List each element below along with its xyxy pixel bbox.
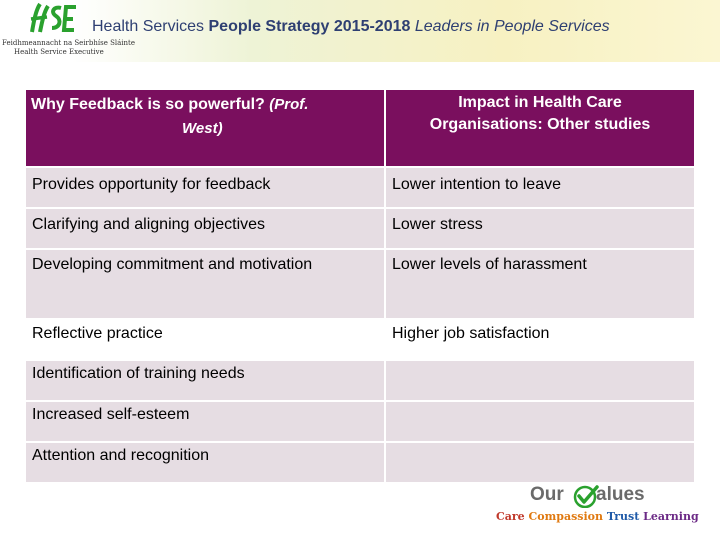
table-header-col2: Impact in Health Care Organisations: Oth… <box>386 90 694 166</box>
table-row-2-left: Clarifying and aligning objectives <box>26 209 384 248</box>
col2-header-line1: Impact in Health Care <box>458 94 622 111</box>
table-row-4-left: Reflective practice <box>26 320 384 359</box>
header-banner: Feidhmeannacht na Seirbhíse Sláinte Heal… <box>0 0 720 62</box>
table-row-3-right: Lower levels of harassment <box>386 250 694 318</box>
row-1-right-text: Lower intention to leave <box>392 176 561 193</box>
our-values-logo: Our alues <box>530 484 670 510</box>
row-7-left-text: Attention and recognition <box>32 447 210 464</box>
hse-english-name: Health Service Executive <box>14 48 104 56</box>
value-trust: Trust <box>606 510 640 523</box>
row-5-left-text: Identification of training needs <box>32 365 245 382</box>
banner-title-italic: Leaders in People Services <box>414 18 610 35</box>
col1-header-sub2: West) <box>182 120 223 137</box>
table-row-7-left: Attention and recognition <box>26 443 384 482</box>
feedback-table: Why Feedback is so powerful? (Prof. West… <box>26 90 694 482</box>
row-4-right-text: Higher job satisfaction <box>392 325 550 342</box>
value-learning: Learning <box>643 510 699 523</box>
hse-logo: Feidhmeannacht na Seirbhíse Sláinte Heal… <box>2 2 135 60</box>
table-row-1-left: Provides opportunity for feedback <box>26 168 384 207</box>
row-3-left-text: Developing commitment and motivation <box>32 256 313 273</box>
our-values-alues: alues <box>596 484 645 505</box>
table-row-4-right: Higher job satisfaction <box>386 320 694 359</box>
row-1-left-text: Provides opportunity for feedback <box>32 176 271 193</box>
table-row-3-left: Developing commitment and motivation <box>26 250 384 318</box>
table-row-5-right <box>386 361 694 400</box>
col1-header-main: Why Feedback is so powerful? <box>31 96 265 113</box>
col1-header-sub: (Prof. <box>269 96 309 113</box>
our-values-our: Our <box>530 484 564 505</box>
table-row-1-right: Lower intention to leave <box>386 168 694 207</box>
row-3-right-text: Lower levels of harassment <box>392 256 587 273</box>
hse-logo-icon <box>30 2 76 33</box>
table-row-6-right <box>386 402 694 441</box>
banner-title-prefix: Health Services <box>92 18 209 35</box>
row-6-left-text: Increased self-esteem <box>32 406 190 423</box>
table-row-6-left: Increased self-esteem <box>26 402 384 441</box>
values-words: Care Compassion Trust Learning <box>496 510 699 523</box>
value-care: Care <box>496 510 525 523</box>
row-2-left-text: Clarifying and aligning objectives <box>32 216 266 233</box>
row-4-left-text: Reflective practice <box>32 325 163 342</box>
table-row-2-right: Lower stress <box>386 209 694 248</box>
table-row-5-left: Identification of training needs <box>26 361 384 400</box>
check-circle-icon <box>573 485 599 508</box>
table-row-7-right <box>386 443 694 482</box>
banner-title-bold: People Strategy 2015-2018 <box>208 18 415 35</box>
table-header-col1: Why Feedback is so powerful? (Prof. West… <box>26 90 384 166</box>
value-compassion: Compassion <box>528 510 603 523</box>
col2-header-line2: Organisations: Other studies <box>429 116 651 133</box>
col1-header-line1: Why Feedback is so powerful? (Prof. <box>31 96 308 114</box>
row-2-right-text: Lower stress <box>392 216 483 233</box>
hse-irish-name: Feidhmeannacht na Seirbhíse Sláinte <box>2 39 135 47</box>
banner-title: Health Services People Strategy 2015-201… <box>92 18 610 36</box>
